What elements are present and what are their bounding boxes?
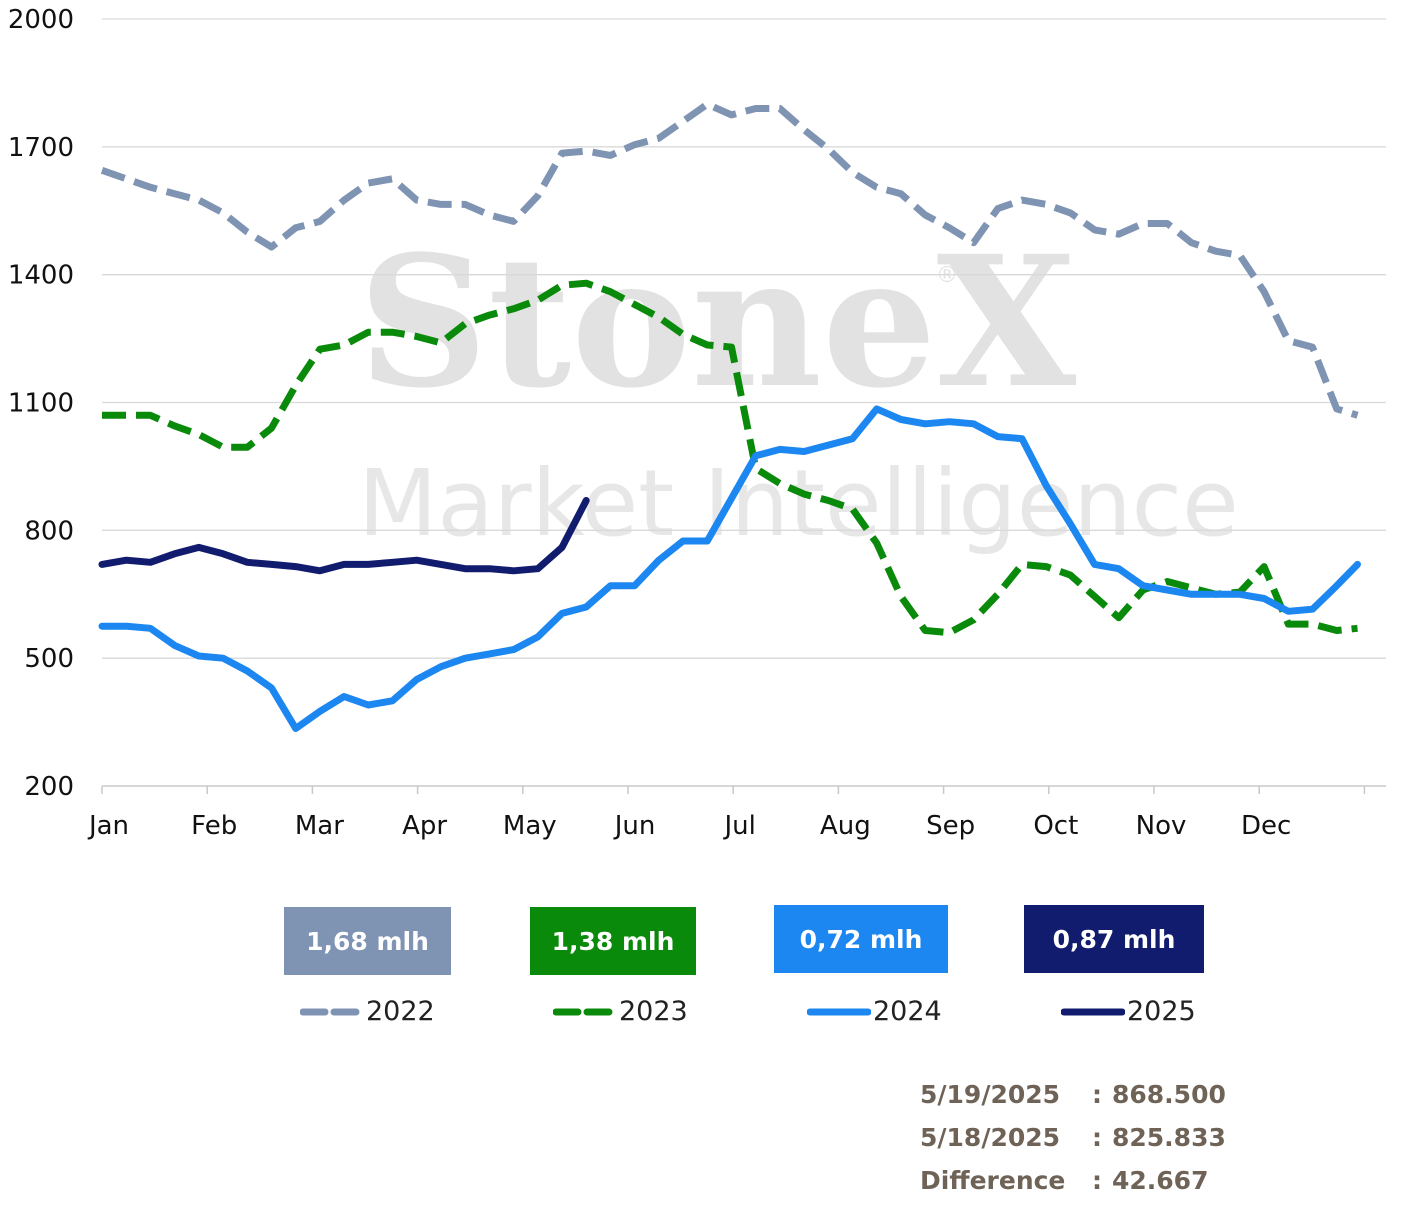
x-tick-label: Feb — [191, 811, 237, 841]
y-tick-label: 1700 — [8, 133, 74, 163]
watermark-brand: StoneX — [358, 217, 1077, 428]
info-row-latest: 5/19/2025:868.500 — [920, 1080, 1226, 1109]
line-chart: StoneX ® Market Intelligence 2000 1700 140… — [8, 5, 1386, 841]
x-tick-label: Jul — [723, 811, 756, 841]
y-tick-label: 1100 — [8, 389, 74, 419]
info-sep: : — [1092, 1080, 1102, 1109]
info-key: 5/19/2025 — [920, 1080, 1061, 1109]
legend-label-2024: 2024 — [873, 996, 942, 1027]
legend-label-2025: 2025 — [1127, 996, 1196, 1027]
series-lines — [98, 100, 1361, 732]
badge-2023: 1,38 mlh — [530, 907, 696, 975]
info-row-previous: 5/18/2025:825.833 — [920, 1123, 1226, 1152]
x-tick-label: Nov — [1136, 811, 1187, 841]
badge-2025: 0,87 mlh — [1024, 905, 1204, 973]
x-tick-label: Jun — [613, 811, 656, 841]
y-axis-ticks: 2000 1700 1400 1100 800 500 200 — [8, 5, 74, 802]
x-tick-label: Dec — [1241, 811, 1291, 841]
legend-item-2025: 2025 — [1061, 996, 1196, 1027]
y-tick-label: 2000 — [8, 5, 74, 35]
badge-2022: 1,68 mlh — [284, 907, 451, 975]
x-tick-label: May — [503, 811, 557, 841]
x-tick-label: Apr — [402, 811, 447, 841]
x-tick-label: Jan — [87, 811, 129, 841]
y-tick-label: 800 — [24, 516, 74, 546]
y-tick-label: 1400 — [8, 261, 74, 291]
x-tick-label: Sep — [926, 811, 975, 841]
x-tick-label: Oct — [1033, 811, 1078, 841]
series-line-2022 — [100, 100, 1359, 419]
info-value: 825.833 — [1112, 1123, 1226, 1152]
legend-swatch-2022 — [300, 1008, 364, 1015]
watermark: StoneX ® Market Intelligence — [358, 217, 1239, 557]
info-key: Difference — [920, 1166, 1066, 1195]
legend-swatch-2025 — [1061, 1008, 1125, 1015]
series-line-2025 — [98, 497, 590, 575]
watermark-registered-mark: ® — [936, 263, 958, 288]
info-key: 5/18/2025 — [920, 1123, 1061, 1152]
legend-item-2022: 2022 — [300, 996, 435, 1027]
info-value: 868.500 — [1112, 1080, 1226, 1109]
x-axis: Jan Feb Mar Apr May Jun Jul Aug Sep Oct Nov Dec — [87, 785, 1386, 841]
info-sep: : — [1092, 1123, 1102, 1152]
legend-swatch-2023 — [553, 1008, 617, 1015]
watermark-tagline: Market Intelligence — [358, 450, 1239, 557]
info-row-difference: Difference:42.667 — [920, 1166, 1208, 1195]
x-tick-label: Mar — [295, 811, 344, 841]
y-tick-label: 500 — [24, 644, 74, 674]
legend-item-2024: 2024 — [807, 996, 942, 1027]
legend-label-2023: 2023 — [619, 996, 688, 1027]
legend-swatch-2024 — [807, 1008, 871, 1015]
info-sep: : — [1092, 1166, 1102, 1195]
badge-2024: 0,72 mlh — [774, 905, 948, 973]
info-value: 42.667 — [1112, 1166, 1209, 1195]
y-tick-label: 200 — [24, 772, 74, 802]
series-line-2024 — [98, 405, 1361, 732]
x-tick-label: Aug — [820, 811, 871, 841]
legend-label-2022: 2022 — [366, 996, 435, 1027]
gridlines — [102, 18, 1386, 659]
legend-item-2023: 2023 — [553, 996, 688, 1027]
